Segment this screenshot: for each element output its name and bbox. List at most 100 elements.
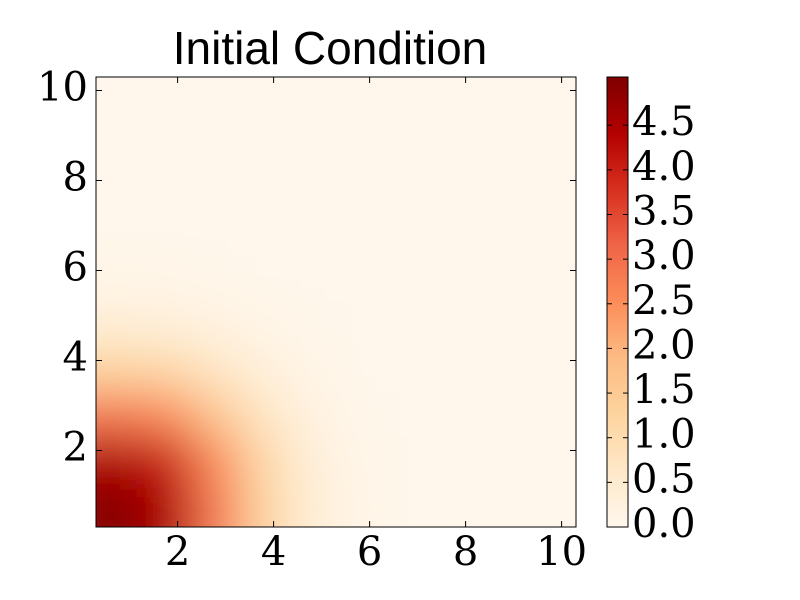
heatmap-cell: [240, 122, 289, 168]
heatmap-cell: [96, 212, 145, 258]
heatmap-cell: [288, 302, 337, 348]
heatmap-cell: [240, 257, 289, 303]
heatmap-cell: [528, 122, 576, 168]
colorbar-tick-label: 3.5: [632, 189, 696, 235]
heatmap-cell: [240, 437, 289, 483]
heatmap-cell: [432, 122, 481, 168]
x-tick-label: 4: [261, 529, 286, 575]
heatmap-cell: [528, 257, 576, 303]
heatmap-cell: [144, 167, 193, 213]
heatmap-cell: [288, 437, 337, 483]
heatmap-cell: [240, 482, 289, 527]
heatmap-cell: [336, 257, 385, 303]
heatmap-cell: [336, 122, 385, 168]
heatmap-cell: [432, 212, 481, 258]
heatmap-cell: [96, 302, 145, 348]
heatmap-cell: [96, 257, 145, 303]
colorbar-tick-label: 4.0: [632, 144, 696, 190]
heatmap-cell: [432, 392, 481, 438]
y-tick-label: 8: [63, 155, 88, 201]
heatmap-cell: [336, 77, 385, 123]
heatmap-cell: [192, 392, 241, 438]
heatmap-cell: [528, 437, 576, 483]
heatmap-cell: [240, 302, 289, 348]
heatmap-cell: [144, 302, 193, 348]
heatmap-cell: [336, 347, 385, 393]
heatmap-cell: [336, 482, 385, 527]
heatmap-cell: [192, 302, 241, 348]
heatmap-cell: [480, 482, 529, 527]
heatmap-cell: [192, 212, 241, 258]
heatmap-cell: [480, 392, 529, 438]
heatmap-cell: [336, 212, 385, 258]
heatmap-cell: [528, 347, 576, 393]
heatmap-cell: [288, 392, 337, 438]
heatmap-cell: [432, 77, 481, 123]
heatmap-cell: [384, 212, 433, 258]
heatmap-cell: [192, 167, 241, 213]
heatmap-clip: [96, 77, 576, 527]
heatmap-cell: [480, 77, 529, 123]
heatmap-cell: [384, 257, 433, 303]
heatmap-cell: [288, 212, 337, 258]
heatmap: [96, 77, 576, 527]
heatmap-cell: [480, 437, 529, 483]
plot-frame: [95, 76, 577, 528]
heatmap-cell: [384, 77, 433, 123]
heatmap-cell: [240, 212, 289, 258]
heatmap-cell: [144, 347, 193, 393]
colorbar-tick-label: 2.0: [632, 322, 696, 368]
x-tick-label: 8: [453, 529, 478, 575]
heatmap-cell: [240, 167, 289, 213]
heatmap-cell: [384, 482, 433, 527]
heatmap-cell: [96, 482, 145, 527]
heatmap-cell: [432, 257, 481, 303]
heatmap-cell: [288, 347, 337, 393]
y-tick-label: 4: [63, 335, 88, 381]
heatmap-cell: [384, 392, 433, 438]
heatmap-cell: [528, 302, 576, 348]
colorbar-tick-label: 1.5: [632, 367, 696, 413]
y-tick-label: 10: [37, 65, 88, 111]
colorbar-tick-label: 0.5: [632, 456, 696, 502]
heatmap-cell: [288, 257, 337, 303]
heatmap-cell: [192, 257, 241, 303]
heatmap-cell: [144, 212, 193, 258]
heatmap-cell: [240, 347, 289, 393]
heatmap-cell: [288, 122, 337, 168]
heatmap-cell: [144, 437, 193, 483]
heatmap-cell: [528, 77, 576, 123]
heatmap-cell: [192, 122, 241, 168]
heatmap-cell: [192, 437, 241, 483]
heatmap-cell: [384, 167, 433, 213]
colorbar-tick-label: 2.5: [632, 278, 696, 324]
heatmap-cell: [432, 437, 481, 483]
heatmap-cell: [336, 302, 385, 348]
colorbar-tick-label: 4.5: [632, 99, 696, 145]
heatmap-cell: [528, 167, 576, 213]
y-tick-label: 2: [63, 425, 88, 471]
heatmap-cell: [480, 257, 529, 303]
heatmap-cell: [336, 167, 385, 213]
heatmap-cell: [480, 212, 529, 258]
heatmap-cell: [480, 167, 529, 213]
heatmap-cell: [144, 257, 193, 303]
heatmap-cell: [384, 437, 433, 483]
x-tick-label: 10: [536, 529, 587, 575]
heatmap-cell: [96, 167, 145, 213]
heatmap-cell: [432, 302, 481, 348]
heatmap-cell: [480, 347, 529, 393]
heatmap-cell: [144, 482, 193, 527]
heatmap-cell: [432, 482, 481, 527]
colorbar-tick-label: 1.0: [632, 412, 696, 458]
heatmap-cell: [288, 167, 337, 213]
heatmap-cell: [240, 77, 289, 123]
chart-title: Initial Condition: [173, 22, 488, 74]
heatmap-cell: [96, 77, 145, 123]
heatmap-cell: [288, 482, 337, 527]
heatmap-cell: [96, 437, 145, 483]
heatmap-cell: [336, 437, 385, 483]
heatmap-cell: [240, 392, 289, 438]
heatmap-cell: [144, 122, 193, 168]
